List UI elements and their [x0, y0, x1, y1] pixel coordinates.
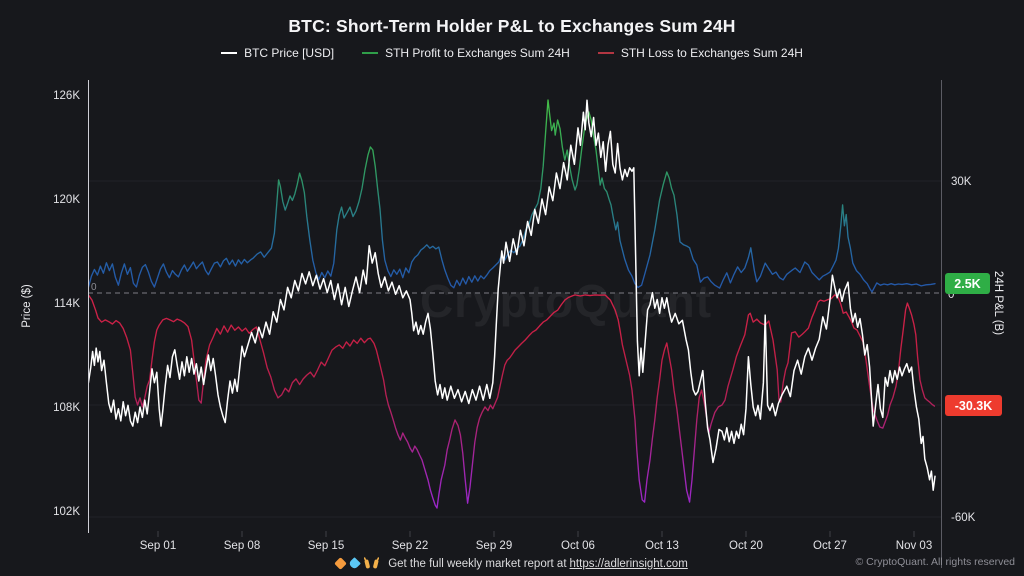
line-swatch-icon	[597, 52, 614, 54]
x-axis-tick: Sep 22	[392, 540, 428, 552]
legend-label: BTC Price [USD]	[244, 46, 335, 60]
x-axis-tick: Nov 03	[896, 540, 932, 552]
legend-item-sth-loss: STH Loss to Exchanges Sum 24H	[597, 46, 803, 60]
right-axis-title: 24H P&L (B)	[992, 271, 1004, 335]
cryptoquant-watermark: CryptoQuant	[420, 275, 712, 327]
legend-item-sth-profit: STH Profit to Exchanges Sum 24H	[362, 46, 570, 60]
x-axis-tick: Oct 20	[729, 540, 763, 552]
line-swatch-icon	[221, 52, 238, 54]
legend-label: STH Loss to Exchanges Sum 24H	[620, 46, 803, 60]
left-axis-tick: 114K	[54, 298, 80, 310]
right-axis-tick: -60K	[951, 512, 976, 524]
copyright-notice: © CryptoQuant. All rights reserved	[855, 556, 1015, 568]
svg-text:2.5K: 2.5K	[954, 277, 980, 291]
line-swatch-icon	[362, 52, 379, 54]
series-profit	[88, 99, 936, 293]
raised-hands-icon	[364, 557, 380, 569]
zero-line-label: 0	[91, 282, 97, 293]
gem-icon	[348, 557, 362, 570]
right-axis-tick: 0	[948, 289, 954, 301]
profit-last-value-badge: 2.5K	[945, 273, 990, 294]
footer-emoji-row	[334, 557, 380, 570]
promo-link[interactable]: https://adlerinsight.com	[569, 557, 688, 570]
x-axis-tick: Sep 29	[476, 540, 512, 552]
x-axis-tick: Oct 06	[561, 540, 595, 552]
promo-text: Get the full weekly market report at	[388, 557, 567, 570]
series-lines	[88, 99, 936, 509]
left-axis-tick: 120K	[53, 194, 80, 206]
loss-last-value-badge: -30.3K	[945, 395, 1002, 416]
left-axis-tick: 108K	[53, 402, 80, 414]
svg-text:-30.3K: -30.3K	[955, 399, 993, 413]
x-axis-tick: Sep 08	[224, 540, 260, 552]
footer-promo: Get the full weekly market report at htt…	[0, 557, 1024, 570]
series-loss	[88, 294, 936, 509]
legend-label: STH Profit to Exchanges Sum 24H	[385, 46, 570, 60]
right-axis-tick: 30K	[951, 176, 972, 188]
orange-diamond-icon	[334, 557, 348, 570]
left-axis-tick: 126K	[53, 90, 80, 102]
x-axis-tick-marks	[157, 531, 915, 537]
x-axis-tick: Oct 13	[645, 540, 679, 552]
legend: BTC Price [USD] STH Profit to Exchanges …	[0, 46, 1024, 60]
left-axis-title: Price ($)	[21, 284, 33, 328]
left-axis-tick: 102K	[53, 506, 80, 518]
x-axis-tick: Sep 15	[308, 540, 344, 552]
x-axis-tick: Oct 27	[813, 540, 847, 552]
gridlines	[88, 180, 941, 518]
series-price	[88, 99, 936, 491]
chart-title: BTC: Short-Term Holder P&L to Exchanges …	[288, 16, 736, 36]
legend-item-btc-price: BTC Price [USD]	[221, 46, 334, 60]
x-axis-tick: Sep 01	[140, 540, 176, 552]
